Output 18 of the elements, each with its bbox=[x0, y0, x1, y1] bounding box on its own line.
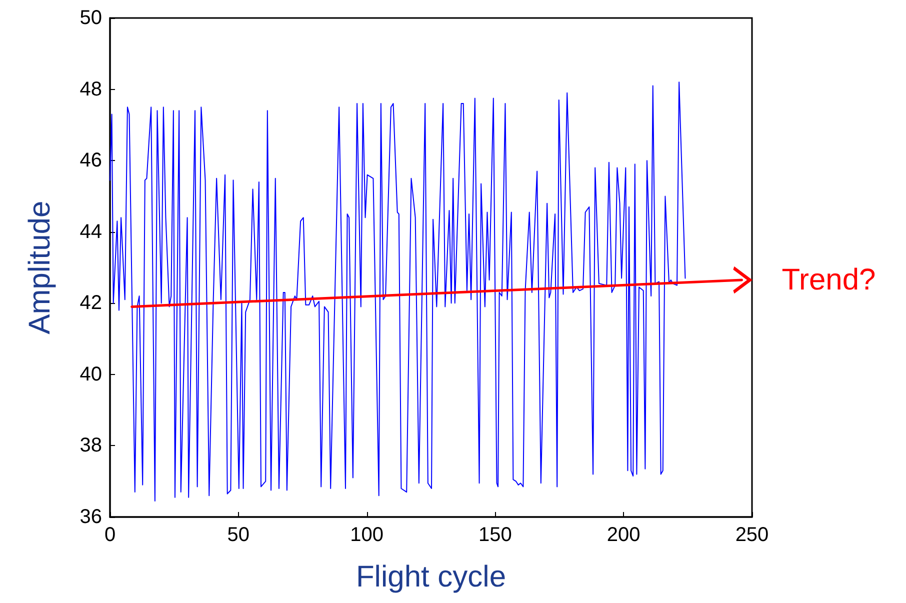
y-tick-label: 48 bbox=[80, 78, 102, 100]
x-tick-label: 50 bbox=[227, 524, 250, 546]
y-axis-title: Amplitude bbox=[24, 200, 56, 334]
y-tick-label: 36 bbox=[80, 506, 102, 528]
x-tick-label: 200 bbox=[606, 524, 640, 546]
y-tick-label: 38 bbox=[80, 434, 102, 457]
y-tick-label: 44 bbox=[80, 220, 102, 243]
y-tick-label: 40 bbox=[80, 363, 102, 386]
x-tick-label: 250 bbox=[735, 524, 769, 546]
annotation: Trend? bbox=[782, 263, 876, 296]
x-tick-label: 150 bbox=[478, 524, 512, 546]
x-tick-label: 0 bbox=[104, 524, 116, 546]
y-tick-label: 42 bbox=[80, 292, 102, 314]
y-tick-label: 50 bbox=[80, 7, 102, 29]
x-axis-title: Flight cycle bbox=[356, 560, 506, 594]
x-tick-label: 100 bbox=[350, 524, 384, 546]
line-series bbox=[110, 82, 686, 502]
y-tick-label: 46 bbox=[80, 150, 102, 172]
